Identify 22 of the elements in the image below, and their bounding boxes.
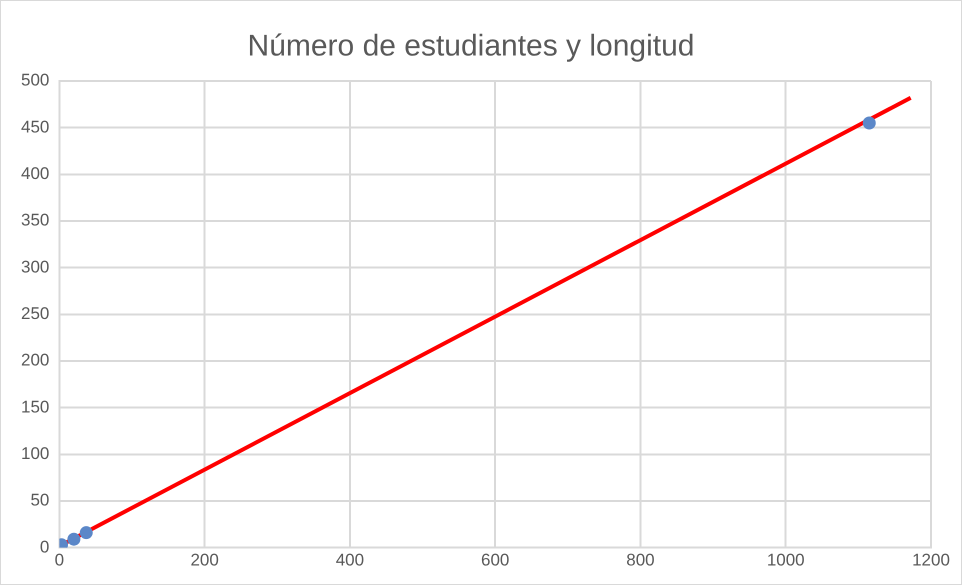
x-tick-label: 600 xyxy=(480,550,510,570)
point xyxy=(67,532,80,546)
x-tick-label: 1000 xyxy=(766,550,805,570)
y-tick-label: 150 xyxy=(20,397,50,416)
y-tick-label: 100 xyxy=(20,444,50,463)
x-tick-label: 1200 xyxy=(912,550,950,570)
x-tick-label: 0 xyxy=(54,550,64,570)
x-tick-label: 400 xyxy=(336,550,364,570)
y-tick-label: 250 xyxy=(20,304,50,323)
y-tick-label: 300 xyxy=(20,257,50,276)
point xyxy=(862,116,876,130)
y-tick-label: 500 xyxy=(20,70,50,90)
point xyxy=(80,526,93,540)
y-tick-label: 400 xyxy=(20,164,50,184)
y-tick-label: 350 xyxy=(20,210,50,230)
y-tick-label: 450 xyxy=(20,117,50,136)
chart-title: Número de estudiantes y longitud xyxy=(248,29,694,62)
y-tick-label: 50 xyxy=(30,490,50,510)
y-tick-label: 0 xyxy=(40,537,50,556)
y-tick-label: 200 xyxy=(20,350,50,370)
x-tick-label: 200 xyxy=(190,550,219,570)
x-tick-label: 800 xyxy=(626,550,655,570)
